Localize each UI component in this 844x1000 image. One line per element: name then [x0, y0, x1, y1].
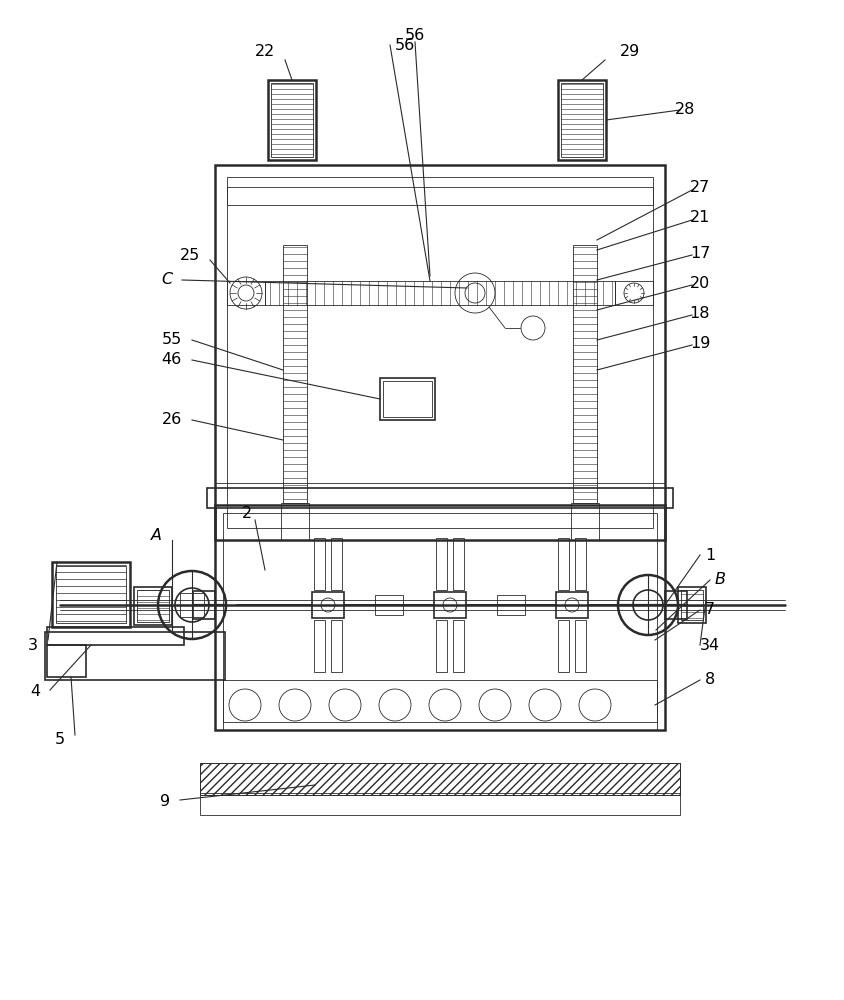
Bar [281, 503, 309, 540]
Bar [45, 632, 225, 680]
Text: 3: 3 [28, 638, 38, 652]
Bar [574, 538, 585, 590]
Bar [557, 620, 568, 672]
Bar [200, 793, 679, 815]
Bar [268, 80, 316, 160]
Text: 46: 46 [161, 353, 181, 367]
Bar [560, 83, 603, 157]
Text: 34: 34 [699, 638, 719, 652]
Text: 25: 25 [180, 247, 200, 262]
Bar [614, 281, 652, 305]
Text: 55: 55 [161, 332, 181, 348]
Text: 5: 5 [55, 732, 65, 748]
Bar [134, 587, 172, 625]
Bar [331, 538, 342, 590]
Text: 29: 29 [619, 44, 640, 60]
Bar [137, 590, 169, 622]
Bar [283, 245, 306, 503]
Bar [52, 562, 130, 627]
Bar [314, 620, 325, 672]
Bar [314, 538, 325, 590]
Text: A: A [151, 528, 162, 542]
Text: 26: 26 [161, 412, 181, 428]
Bar [680, 590, 702, 620]
Text: C: C [160, 272, 172, 288]
Bar [200, 763, 679, 795]
Bar [192, 591, 214, 619]
Text: 9: 9 [160, 794, 170, 810]
Text: 20: 20 [689, 275, 709, 290]
Bar [227, 187, 652, 205]
Bar [571, 503, 598, 540]
Bar [452, 538, 463, 590]
Bar [56, 566, 126, 623]
Bar [375, 595, 403, 615]
Text: 4: 4 [30, 684, 40, 700]
Text: B: B [714, 572, 725, 587]
Bar [677, 587, 706, 623]
Bar [436, 620, 446, 672]
Text: 8: 8 [704, 672, 714, 688]
Bar [223, 680, 657, 730]
Text: 22: 22 [255, 44, 275, 60]
Bar [331, 620, 342, 672]
Text: 18: 18 [689, 306, 710, 320]
Bar [572, 245, 597, 503]
Bar [265, 281, 614, 305]
Bar [382, 381, 431, 417]
Bar [574, 620, 585, 672]
Bar [223, 513, 657, 722]
Bar [311, 592, 344, 618]
Bar [214, 483, 664, 505]
Bar [180, 593, 203, 617]
Text: 2: 2 [241, 506, 252, 520]
Text: 56: 56 [404, 27, 425, 42]
Bar [452, 620, 463, 672]
Bar [557, 80, 605, 160]
Bar [227, 281, 265, 305]
Bar [47, 627, 184, 645]
Text: 17: 17 [689, 245, 709, 260]
Bar [200, 763, 679, 795]
Bar [557, 538, 568, 590]
Bar [214, 165, 664, 540]
Bar [227, 177, 652, 528]
Bar [207, 488, 672, 508]
Bar [434, 592, 465, 618]
Text: 7: 7 [704, 602, 714, 617]
Bar [271, 83, 312, 157]
Text: 28: 28 [674, 103, 695, 117]
Bar [47, 645, 86, 677]
Bar [380, 378, 435, 420]
Bar [436, 538, 446, 590]
Bar [496, 595, 524, 615]
Bar [214, 505, 664, 730]
Bar [555, 592, 587, 618]
Text: 21: 21 [689, 211, 709, 226]
Text: 56: 56 [394, 37, 414, 52]
Text: 1: 1 [704, 548, 714, 562]
Text: 19: 19 [689, 336, 709, 351]
Text: 27: 27 [689, 180, 709, 196]
Bar [664, 591, 686, 619]
